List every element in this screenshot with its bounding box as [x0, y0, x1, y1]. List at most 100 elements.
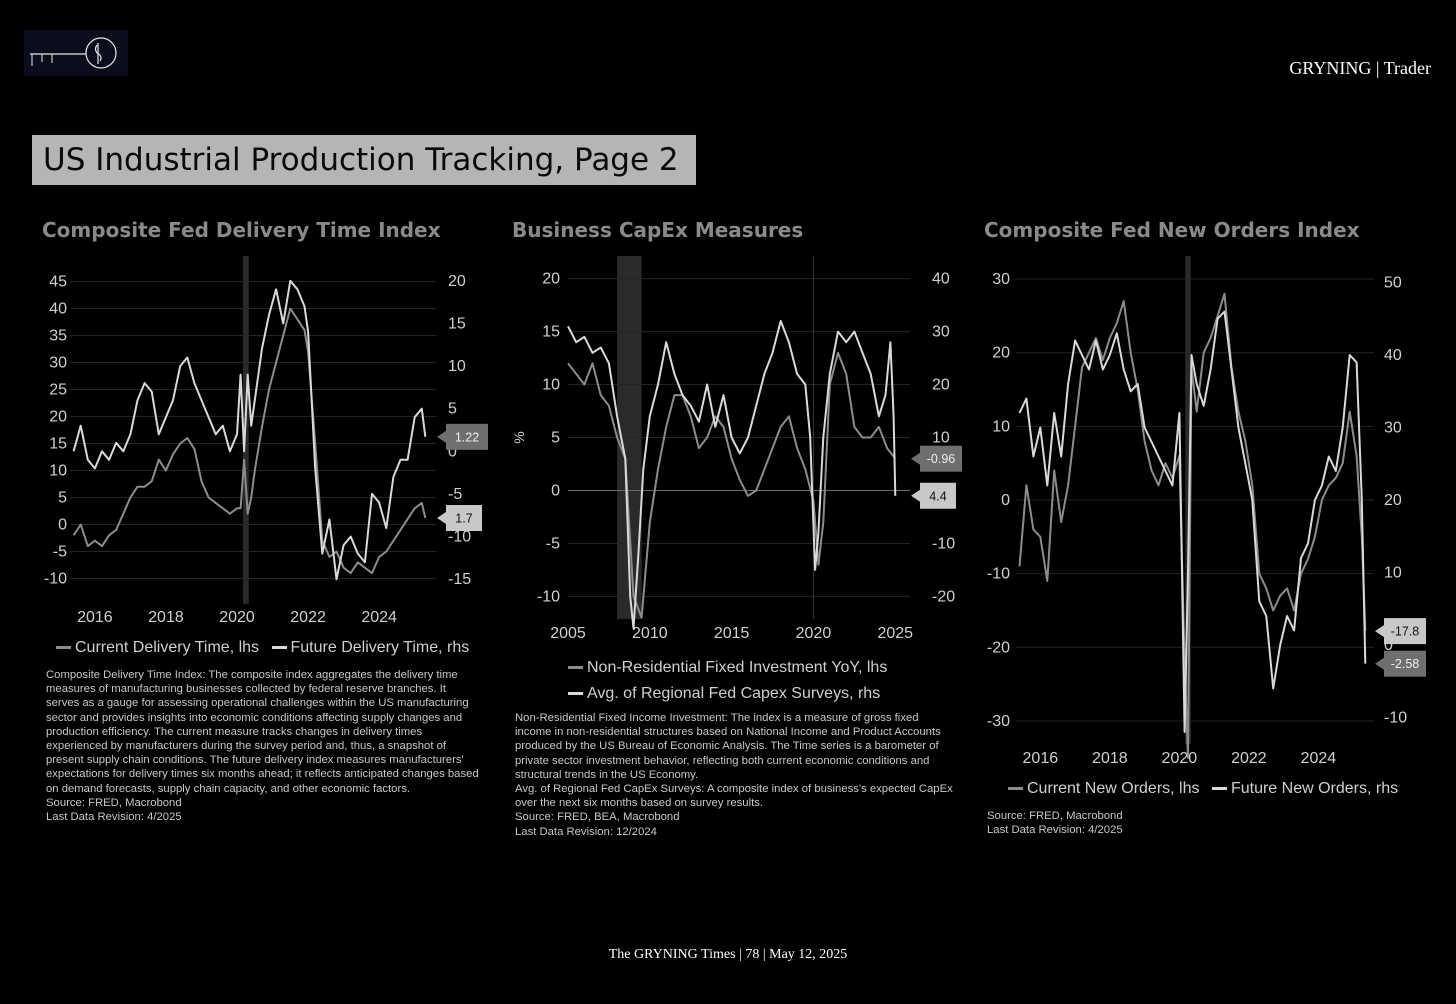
end-label-1: -0.96 [911, 445, 962, 472]
series-line-0 [72, 307, 427, 575]
x-tick-1: 2018 [148, 609, 184, 626]
series-line-1 [567, 320, 897, 630]
note-delivery-description: Composite Delivery Time Index: The compo… [46, 669, 479, 795]
y-tick-left-9: 0 [58, 517, 67, 534]
y-tick-right-3: 5 [448, 401, 457, 418]
end-label-text-1: -2.58 [1391, 657, 1420, 671]
note-new-orders: Source: FRED, Macrobond Last Data Revisi… [987, 809, 1387, 837]
legend-swatch-nonres [568, 666, 583, 670]
end-label-box-0 [920, 482, 956, 509]
end-label-text-1: 1.22 [455, 430, 479, 444]
end-label-box-1 [920, 445, 962, 472]
chart-title-delivery: Composite Fed Delivery Time Index [42, 218, 441, 242]
end-label-text-1: -0.96 [927, 452, 956, 466]
end-label-text-0: 4.4 [929, 489, 946, 503]
note-delivery-source: Source: FRED, Macrobond [46, 796, 182, 809]
end-label-pointer-0 [911, 489, 920, 502]
x-tick-0: 2016 [1023, 750, 1059, 767]
legend-label-nonres: Non-Residential Fixed Investment YoY, lh… [587, 659, 888, 676]
y-tick-left-2: 35 [49, 328, 67, 345]
note-capex-surveys: Avg. of Regional Fed CapEx Surveys: A co… [515, 783, 953, 810]
legend-capex: Non-Residential Fixed Investment YoY, lh… [566, 655, 887, 707]
y-tick-left-3: 5 [551, 430, 560, 447]
y-tick-left-5: -20 [987, 639, 1010, 656]
y-tick-right-1: 15 [448, 315, 466, 332]
y-tick-right-4: 10 [1384, 565, 1402, 582]
end-label-pointer-0 [437, 512, 446, 525]
x-tick-0: 2016 [77, 609, 113, 626]
legend-swatch-capex-surveys [568, 692, 583, 696]
y-tick-left-3: 30 [49, 355, 67, 372]
x-tick-1: 2010 [632, 625, 668, 642]
chart-new-orders: 30 20 10 0 -10 -20 -30 50 40 30 20 10 0 -10 2016 2018 20… [987, 256, 1426, 767]
chart-capex: 20151050-5-10403020100-10-20200520102015… [511, 256, 962, 642]
logo-icon [30, 37, 117, 69]
y-tick-left-5: 20 [49, 409, 67, 426]
y-tick-right-2: 20 [932, 377, 950, 394]
brand-label: GRYNING | Trader [1289, 58, 1431, 78]
end-label-pointer-1 [911, 452, 920, 465]
y-tick-left-0: 30 [992, 271, 1010, 288]
y-tick-left-5: -5 [546, 535, 560, 552]
y-tick-left-1: 15 [542, 324, 560, 341]
end-label-pointer-0 [1375, 625, 1384, 638]
legend-delivery: Current Delivery Time, lhs Future Delive… [54, 639, 469, 657]
legend-swatch-future-delivery [271, 646, 287, 650]
x-tick-4: 2024 [1301, 750, 1337, 767]
end-label-box-0 [1384, 618, 1426, 645]
note-capex-description: Non-Residential Fixed Income Investment:… [515, 712, 941, 781]
y-tick-left-11: -10 [44, 571, 67, 588]
y-tick-right-1: 40 [1384, 347, 1402, 364]
page-title: US Industrial Production Tracking, Page … [43, 142, 679, 178]
y-tick-left-10: -5 [53, 544, 67, 561]
note-new-orders-source: Source: FRED, Macrobond [987, 810, 1123, 822]
y-tick-left-4: 25 [49, 382, 67, 399]
x-tick-2: 2020 [1162, 750, 1198, 767]
y-tick-right-6: -10 [448, 529, 471, 546]
legend-label-future-orders: Future New Orders, rhs [1230, 780, 1399, 797]
legend-label-current-delivery: Current Delivery Time, lhs [75, 639, 260, 656]
y-tick-right-0: 40 [932, 271, 950, 288]
x-tick-3: 2022 [290, 609, 326, 626]
y-tick-right-2: 10 [448, 358, 466, 375]
legend-swatch-current-orders [1008, 787, 1023, 791]
end-label-1: 1.22 [437, 423, 488, 450]
y-tick-left-4: -10 [987, 566, 1010, 583]
end-label-0: 4.4 [911, 482, 956, 509]
y-tick-left-8: 5 [58, 490, 67, 507]
x-tick-3: 2022 [1231, 750, 1267, 767]
end-label-0: -17.8 [1375, 618, 1426, 645]
chart-title-new-orders: Composite Fed New Orders Index [984, 218, 1360, 242]
note-capex: Non-Residential Fixed Income Investment:… [515, 711, 955, 839]
legend-label-current-orders: Current New Orders, lhs [1027, 780, 1200, 797]
note-new-orders-revision: Last Data Revision: 4/2025 [987, 824, 1123, 837]
y-tick-left-0: 20 [542, 271, 560, 288]
legend-new-orders: Current New Orders, lhs Future New Order… [1006, 780, 1398, 798]
y-tick-left-2: 10 [992, 418, 1010, 435]
legend-label-future-delivery: Future Delivery Time, rhs [290, 639, 470, 656]
series-line-1 [1018, 310, 1367, 733]
x-tick-4: 2024 [361, 609, 397, 626]
end-label-0: 1.7 [437, 505, 482, 532]
x-tick-2: 2015 [714, 625, 750, 642]
y-tick-right-1: 30 [932, 324, 950, 341]
note-capex-revision: Last Data Revision: 12/2024 [515, 825, 657, 838]
y-tick-left-7: 10 [49, 463, 67, 480]
end-label-box-1 [446, 423, 488, 450]
legend-swatch-current-delivery [56, 646, 71, 650]
y-tick-left-1: 40 [49, 301, 67, 318]
chart-delivery-time: 45 40 35 30 25 20 15 10 5 0 -5 -10 20 15 10 5 0 -5 -10 -15 2… [44, 256, 488, 626]
x-tick-1: 2018 [1092, 750, 1128, 767]
logo [24, 30, 128, 76]
end-label-pointer-1 [1375, 657, 1384, 670]
y-tick-left-4: 0 [551, 482, 560, 499]
y-tick-right-4: 0 [448, 443, 457, 460]
y-tick-right-7: -15 [448, 571, 471, 588]
y-tick-right-5: -5 [448, 486, 462, 503]
end-label-1: -2.58 [1375, 650, 1426, 677]
note-capex-source: Source: FRED, BEA, Macrobond [515, 811, 680, 824]
x-tick-0: 2005 [550, 625, 586, 642]
y-tick-left-2: 10 [542, 377, 560, 394]
end-label-box-1 [1384, 650, 1426, 677]
note-delivery-revision: Last Data Revision: 4/2025 [46, 811, 182, 824]
